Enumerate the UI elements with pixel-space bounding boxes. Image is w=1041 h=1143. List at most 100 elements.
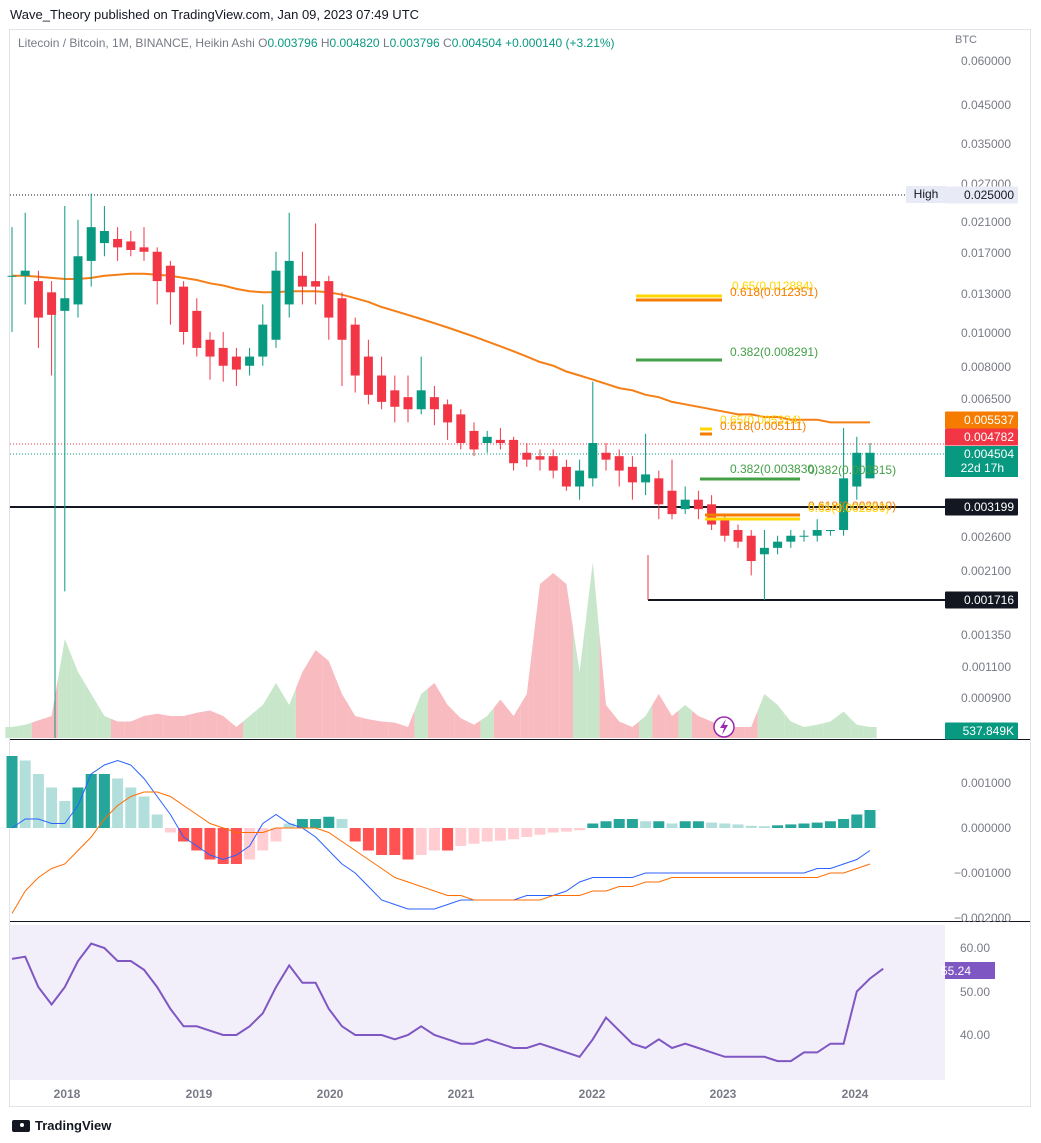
fib-label: 0.618(0.005111) [720, 419, 806, 433]
rsi-tick-label: 60.00 [960, 941, 990, 955]
candle-body [799, 535, 809, 537]
candle-body [482, 436, 492, 444]
macd-histogram-bar [785, 824, 797, 828]
low-price-tag-bg [945, 591, 1018, 609]
macd-histogram-bar [217, 828, 229, 864]
volume-segment [216, 713, 230, 738]
candle-body [377, 375, 387, 402]
open-price-tag: 0.004782 [964, 430, 1014, 444]
candle-body [456, 414, 466, 444]
legend-open-label: O [258, 36, 268, 50]
volume-segment [837, 711, 851, 738]
time-tick-label: 2024 [842, 1087, 869, 1101]
volume-segment [467, 720, 481, 738]
price-tick-label: 0.001350 [961, 628, 1011, 642]
candle-body [443, 404, 453, 423]
symbol-title: Litecoin / Bitcoin, 1M, BINANCE, Heikin … [18, 36, 255, 50]
macd-tick-label: 0.000000 [961, 821, 1011, 835]
volume-segment [586, 562, 600, 738]
macd-histogram-bar [758, 826, 770, 828]
candle-body [614, 456, 624, 471]
volume-segment [282, 688, 296, 738]
macd-histogram-bar [481, 828, 493, 842]
volume-segment [757, 694, 771, 738]
macd-histogram-bar [151, 814, 163, 828]
volume-segment [665, 705, 679, 738]
volume-segment [493, 699, 507, 738]
rsi-background [10, 925, 945, 1080]
volume-segment [850, 718, 864, 738]
volume-segment [295, 661, 309, 738]
candle-body [839, 478, 849, 531]
price-tick-label: 0.013000 [961, 287, 1011, 301]
candle-body [86, 227, 96, 261]
candle-body [324, 281, 334, 318]
volume-segment [243, 710, 257, 738]
macd-histogram-bar [574, 828, 586, 831]
candle-body [284, 260, 294, 305]
macd-tick-label: −0.001000 [954, 866, 1011, 880]
volume-segment [203, 710, 217, 738]
volume-segment [507, 705, 521, 738]
volume-segment [256, 694, 270, 738]
candle-body [469, 430, 479, 450]
support-price-tag-bg [945, 498, 1018, 516]
macd-histogram-bar [46, 787, 58, 828]
fib-label: 0.382(0.003830) [730, 462, 818, 476]
legend-high-label: H [320, 36, 330, 50]
high-label-bg [906, 186, 946, 203]
macd-histogram-bar [719, 823, 731, 828]
macd-histogram-bar [6, 756, 18, 828]
macd-histogram-bar [640, 821, 652, 828]
macd-histogram-bar [442, 828, 454, 851]
candle-body [33, 281, 43, 318]
macd-histogram-bar [125, 787, 137, 828]
candle-body [759, 547, 769, 555]
rsi-tag-bg [945, 962, 995, 979]
price-tick-label: 0.001100 [962, 660, 1011, 674]
candle-body [297, 275, 307, 287]
last-price-tag: 0.004504 [964, 447, 1014, 461]
price-tick-label: 0.010000 [961, 326, 1011, 340]
volume-segment [784, 713, 798, 738]
fib-label: 0.382(0.003815) [808, 463, 896, 477]
tradingview-logo-icon [12, 1119, 30, 1132]
time-tick-label: 2021 [448, 1087, 475, 1101]
macd-histogram-bar [626, 819, 638, 828]
candle-body [73, 256, 83, 305]
candle-body [350, 324, 360, 376]
candle-body [337, 298, 347, 340]
price-tick-label: 0.021000 [961, 215, 1011, 229]
time-tick-label: 2022 [579, 1087, 606, 1101]
volume-segment [810, 723, 824, 738]
candle-body [403, 397, 413, 410]
candle-body [231, 356, 241, 370]
volume-segment [124, 718, 138, 738]
macd-histogram-bar [798, 823, 810, 828]
candle-body [575, 470, 585, 487]
volume-segment [309, 650, 323, 738]
open-price-tag-bg [945, 428, 1018, 446]
legend-change: +0.000140 (+3.21%) [505, 36, 615, 50]
volume-segment [691, 710, 705, 738]
price-tick-label: 0.002600 [961, 530, 1011, 544]
macd-histogram-bar [336, 819, 348, 828]
ema-price-tag: 0.005537 [964, 413, 1014, 427]
rsi-tick-label: 50.00 [960, 985, 990, 999]
last-price-tag-bg [945, 446, 1018, 477]
macd-histogram-bar [534, 828, 546, 835]
volume-segment [625, 721, 639, 738]
volume-segment [84, 683, 98, 738]
candle-body [786, 535, 796, 542]
volume-segment [229, 721, 243, 738]
chart-canvas[interactable]: 0.65(0.012884)0.618(0.012351) 0.382(0.008… [0, 0, 1041, 1110]
legend-open: 0.003796 [267, 36, 318, 50]
macd-histogram-bar [811, 822, 823, 828]
candle-body [561, 466, 571, 487]
macd-histogram-bar [851, 814, 863, 828]
volume-segment [533, 578, 547, 738]
macd-histogram-bar [85, 774, 97, 828]
volume-segment [744, 710, 758, 738]
legend-high: 0.004820 [329, 36, 380, 50]
macd-histogram-bar [138, 796, 150, 828]
